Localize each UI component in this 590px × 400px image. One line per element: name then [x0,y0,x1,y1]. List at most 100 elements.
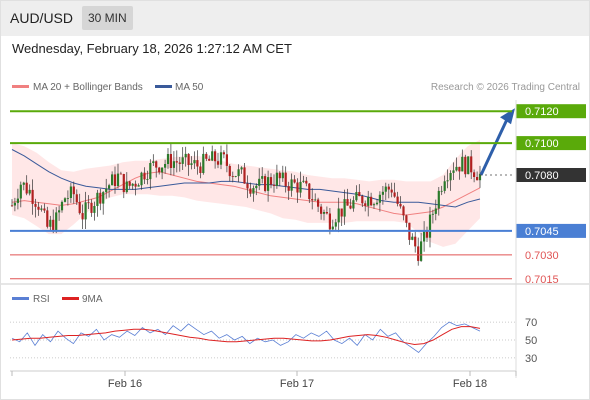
candle-body [131,183,134,186]
timeframe-button[interactable]: 30 MIN [82,6,133,30]
candle-body [72,186,75,195]
candle-body [66,198,69,199]
candle-body [325,212,328,214]
x-tick-label-feb-16: Feb 16 [108,378,142,390]
ma20-legend-swatch [12,85,29,88]
candle-body [119,173,122,175]
candle-body [34,203,37,207]
candle-body [264,176,267,191]
candle-body [246,183,249,189]
candle-body [249,188,252,194]
candle-body [375,202,379,205]
candle-body [75,194,78,203]
candle-body [190,163,193,165]
candle-body [113,174,117,186]
candle-body [99,192,102,204]
candle-body [361,196,364,204]
rsi-ma-legend-label: 9MA [82,294,103,305]
candle-body [320,206,323,214]
candle-body [440,190,443,192]
candle-body [63,198,67,202]
candle-body [234,176,237,177]
candle-body [393,192,396,197]
candle-body [275,172,278,186]
currency-pair: AUD/USD [10,10,74,26]
candle-body [28,189,31,194]
candle-body [108,185,111,189]
candle-body [231,176,234,177]
candle-body [370,196,373,206]
candle-body [78,202,81,214]
candle-body [196,160,199,167]
ma50-legend-swatch [155,85,172,88]
candle-body [140,172,143,186]
candle-body [31,189,34,204]
level-tag-0.7100 [516,136,586,151]
candle-body [340,208,343,217]
candle-body [358,192,361,197]
candle-body [166,154,170,164]
level-tag-0.7120 [516,104,586,119]
candle-body [420,241,423,261]
candle-body [237,169,240,177]
candle-body [467,156,470,175]
candle-body [452,170,455,173]
candle-body [243,167,246,184]
candle-body [281,172,284,179]
candle-body [10,205,14,207]
ma20-legend-label: MA 20 + Bollinger Bands [33,82,143,93]
rsi-legend-label: RSI [33,294,50,305]
rsi-ma-line [11,326,481,346]
candle-body [43,208,46,211]
candle-body [337,208,340,223]
candle-body [290,179,293,191]
candle-body [461,156,464,172]
candle-body [355,192,358,201]
candle-body [152,161,155,163]
candle-body [211,151,214,161]
candle-body [134,183,137,187]
candle-body [222,152,225,155]
candle-body [161,167,164,173]
candle-body [443,181,446,191]
candle-body [322,212,326,214]
rsi-tick-70: 70 [525,317,537,329]
candle-body [372,204,376,206]
candle-body [352,200,355,209]
rsi-tick-30: 30 [525,353,537,365]
candle-body [55,212,58,231]
candle-body [52,219,55,231]
candle-body [111,174,114,186]
candle-body [269,177,273,185]
candle-body [449,173,452,181]
candle-body [258,178,261,186]
candle-body [381,191,384,195]
candle-body [87,202,90,204]
candle-body [93,206,96,213]
candle-body [143,172,146,180]
candle-body [390,189,393,193]
candle-body [102,192,105,204]
candle-body [299,181,302,193]
level-label-0.7100: 0.7100 [525,138,559,150]
candle-body [423,230,426,242]
candle-body [37,206,40,210]
ma20-line [11,171,481,216]
candle-body [49,219,52,227]
candle-body [169,154,172,168]
candle-body [458,166,461,172]
candle-body [384,186,387,192]
candle-body [296,182,299,193]
candle-body [214,151,217,162]
candle-body [278,172,281,179]
candle-body [437,190,440,209]
chart-datetime: Wednesday, February 18, 2026 1:27:12 AM … [12,41,292,56]
candle-body [16,198,19,203]
candle-body [261,176,264,179]
candle-body [396,196,399,204]
candle-body [287,186,290,191]
candle-body [399,203,402,207]
candle-body [19,184,22,199]
candle-body [40,208,43,210]
